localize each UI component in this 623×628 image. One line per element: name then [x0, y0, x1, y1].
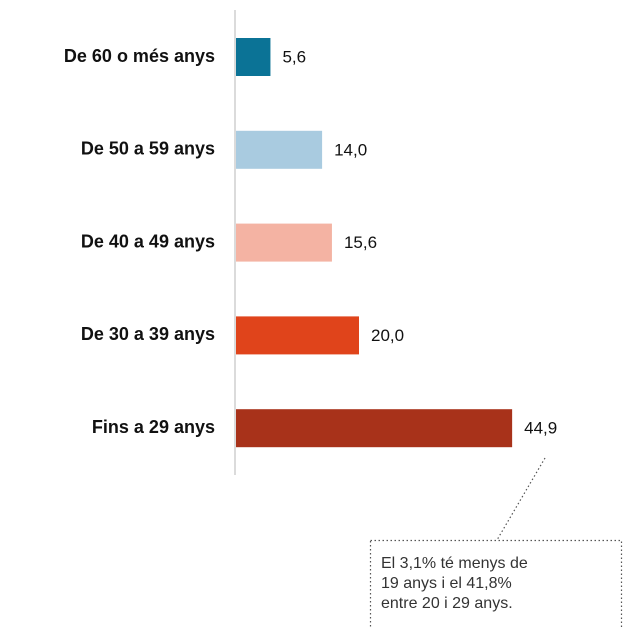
bar: [236, 316, 359, 355]
category-label: De 50 a 59 anys: [81, 139, 215, 159]
bar: [236, 409, 513, 448]
bar: [236, 223, 332, 262]
value-label: 20,0: [371, 326, 404, 345]
bar: [236, 130, 323, 169]
annotation-box: [369, 539, 623, 628]
category-label: De 40 a 49 anys: [81, 231, 215, 251]
leader-line: [496, 457, 546, 541]
value-label: 14,0: [334, 140, 367, 159]
annotation-text: 19 anys i el 41,8%: [381, 575, 512, 592]
bar: [236, 38, 271, 76]
value-label: 5,6: [282, 47, 306, 66]
category-label: Fins a 29 anys: [92, 417, 215, 437]
category-label: De 60 o més anys: [64, 46, 215, 66]
annotation-text: entre 20 i 29 anys.: [381, 595, 513, 612]
value-label: 15,6: [344, 233, 377, 252]
value-label: 44,9: [524, 419, 557, 438]
category-label: De 30 a 39 anys: [81, 324, 215, 344]
annotation-text: El 3,1% té menys de: [381, 555, 528, 572]
